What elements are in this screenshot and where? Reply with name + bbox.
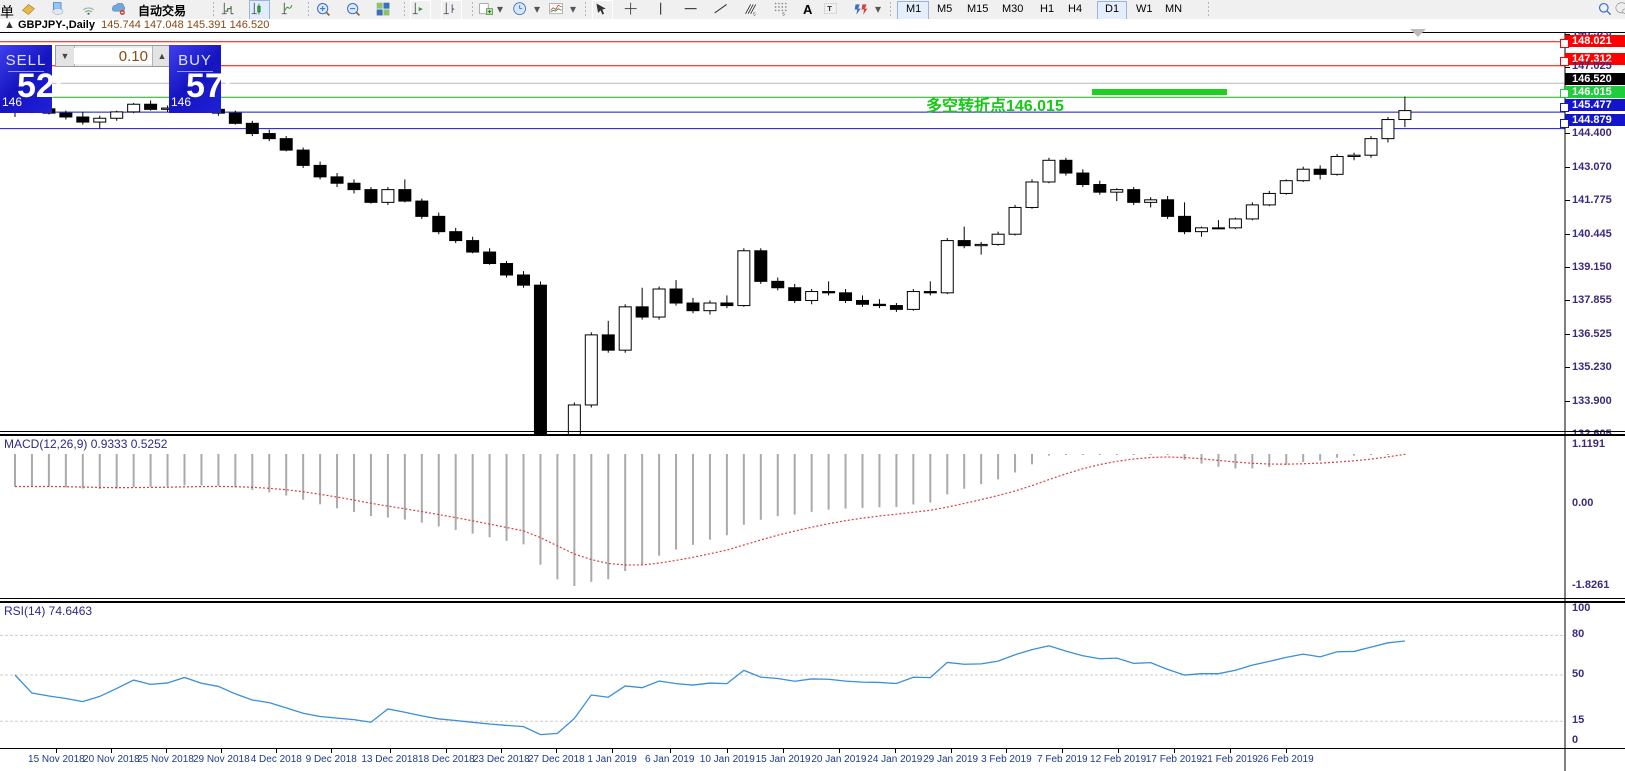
svg-text:T: T <box>827 4 832 13</box>
svg-text:5: 5 <box>753 11 756 16</box>
svg-text:5: 5 <box>782 11 785 16</box>
